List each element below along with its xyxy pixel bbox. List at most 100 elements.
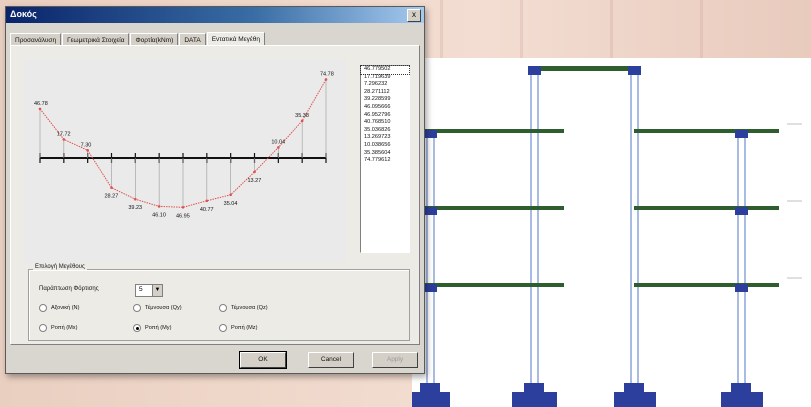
group-title: Επιλογή Μεγέθους — [33, 264, 87, 270]
radio-label: Αξονική (N) — [51, 305, 80, 311]
radio-moment-mx[interactable]: Ροπή (Mx) — [39, 324, 77, 332]
column-1 — [426, 129, 435, 393]
tab-preanalysis[interactable]: Προσανάλυση — [10, 33, 62, 47]
radio-dot — [39, 304, 47, 312]
radio-dot — [219, 324, 227, 332]
radio-moment-mz[interactable]: Ροπή (Mz) — [219, 324, 257, 332]
beam-level-2-left — [424, 206, 564, 210]
footing-2-neck — [524, 383, 544, 393]
beam-level-3-right — [634, 129, 779, 133]
moment-list-item[interactable]: 46.952796 — [364, 111, 391, 118]
moment-label: 46.10 — [152, 212, 166, 218]
moment-label: 17.72 — [57, 131, 71, 137]
moment-label: 35.04 — [224, 201, 238, 207]
close-button[interactable]: x — [407, 9, 421, 22]
radio-label: Τέμνουσα (Qz) — [231, 305, 268, 311]
radio-label: Ροπή (Mx) — [51, 325, 78, 331]
moment-point — [157, 205, 161, 208]
tab-loads[interactable]: Φορτία(kNm) — [130, 33, 179, 47]
moment-point — [277, 146, 280, 149]
load-position-label: Παράπτωση Φόρτισης — [39, 286, 99, 292]
tab-strip: Προσανάλυση Γεωμετρικά Στοιχεία Φορτία(kNm… — [10, 29, 266, 48]
moment-label: 39.23 — [128, 205, 142, 211]
chevron-down-icon[interactable]: ▼ — [152, 285, 162, 296]
moment-label: 10.04 — [271, 139, 285, 145]
structure-canvas[interactable] — [412, 58, 811, 407]
moment-label: 46.95 — [176, 213, 190, 219]
moment-list-item[interactable]: 39.228599 — [364, 96, 391, 103]
radio-label: Ροπή (My) — [145, 325, 172, 331]
moment-list-item[interactable]: 10.038656 — [364, 141, 391, 148]
moment-point — [205, 199, 209, 203]
joint — [735, 207, 748, 215]
beam-roof — [528, 66, 641, 71]
moment-list-item[interactable]: 40.768510 — [364, 119, 391, 126]
footing-2 — [512, 392, 557, 407]
joint — [735, 284, 748, 292]
footing-3 — [614, 392, 656, 407]
dialog-title: Δοκός — [10, 9, 37, 19]
footing-1-neck — [420, 383, 440, 393]
radio-label: Τέμνουσα (Qy) — [145, 305, 182, 311]
apply-button[interactable]: Apply — [372, 352, 418, 368]
joint — [628, 66, 641, 75]
moment-point — [134, 197, 137, 201]
radio-dot — [133, 324, 141, 332]
moment-point — [38, 107, 42, 111]
moment-list-item[interactable]: 74.779612 — [364, 157, 391, 164]
tab-data[interactable]: DATA — [179, 33, 206, 47]
moment-list-item[interactable]: 7.296232 — [364, 81, 388, 88]
moment-list-item[interactable]: 35.385604 — [364, 149, 391, 156]
radio-shear-qy[interactable]: Τέμνουσα (Qy) — [133, 304, 182, 312]
joint — [735, 130, 748, 138]
radio-moment-my[interactable]: Ροπή (My) — [133, 324, 171, 332]
moment-label: 28.27 — [105, 194, 119, 200]
radio-dot — [133, 304, 141, 312]
moment-list-item[interactable]: 46.779502 — [360, 65, 410, 75]
joint — [424, 207, 437, 215]
tab-geometry[interactable]: Γεωμετρικά Στοιχεία — [62, 33, 130, 47]
beam-level-1-left — [424, 283, 564, 287]
moment-label: 40.77 — [200, 207, 214, 213]
moment-point — [300, 119, 304, 123]
joint — [528, 66, 541, 75]
quantity-selection-group: Επιλογή Μεγέθους Παράπτωση Φόρτισης 5 ▼ … — [28, 264, 410, 341]
moment-diagram-svg: 46.78 17.72 7.30 28.27 39.23 46.10 46.95 40.77 3… — [34, 71, 334, 219]
column-3 — [630, 69, 639, 393]
footing-4 — [721, 392, 763, 407]
moment-values-list[interactable]: 46.779502 17.719639 7.296232 28.271112 39.22… — [360, 65, 410, 253]
radio-dot — [39, 324, 47, 332]
moment-label: 7.30 — [81, 142, 92, 148]
dialog-titlebar[interactable]: Δοκός x — [6, 7, 424, 23]
cancel-button[interactable]: Cancel — [308, 352, 354, 368]
moment-point — [62, 138, 66, 141]
moment-point — [110, 186, 113, 189]
ok-button[interactable]: OK — [239, 351, 287, 369]
moment-list-item[interactable]: 46.095666 — [364, 103, 391, 110]
moment-list-item[interactable]: 17.719639 — [364, 73, 391, 80]
beam-dialog: Δοκός x Προσανάλυση Γεωμετρικά Στοιχεία Φο… — [5, 6, 425, 374]
beam-level-1-right — [634, 283, 779, 287]
radio-axial-n[interactable]: Αξονική (N) — [39, 304, 79, 312]
radio-dot — [219, 304, 227, 312]
moment-list-item[interactable]: 28.271112 — [364, 88, 390, 95]
footing-1 — [412, 392, 450, 407]
load-position-value: 5 — [139, 286, 143, 293]
moment-list-item[interactable]: 35.036826 — [364, 126, 391, 133]
moment-point — [181, 206, 185, 209]
joint — [424, 130, 437, 138]
column-2 — [530, 69, 539, 393]
radio-shear-qz[interactable]: Τέμνουσα (Qz) — [219, 304, 268, 312]
moment-point — [229, 193, 232, 197]
load-position-combo[interactable]: 5 ▼ — [135, 284, 163, 297]
radio-label: Ροπή (Mz) — [231, 325, 258, 331]
footing-4-neck — [731, 383, 751, 393]
moment-label: 74.78 — [320, 71, 334, 77]
moment-list-item[interactable]: 13.269723 — [364, 134, 391, 141]
footing-3-neck — [624, 383, 644, 393]
tab-internal-forces[interactable]: Εντατικά Μεγέθη — [206, 32, 265, 48]
moment-point — [253, 170, 256, 174]
moment-label: 13.27 — [248, 178, 262, 184]
frame-drawing — [412, 66, 802, 407]
moment-diagram: 46.78 17.72 7.30 28.27 39.23 46.10 46.95 40.77 3… — [24, 59, 346, 263]
